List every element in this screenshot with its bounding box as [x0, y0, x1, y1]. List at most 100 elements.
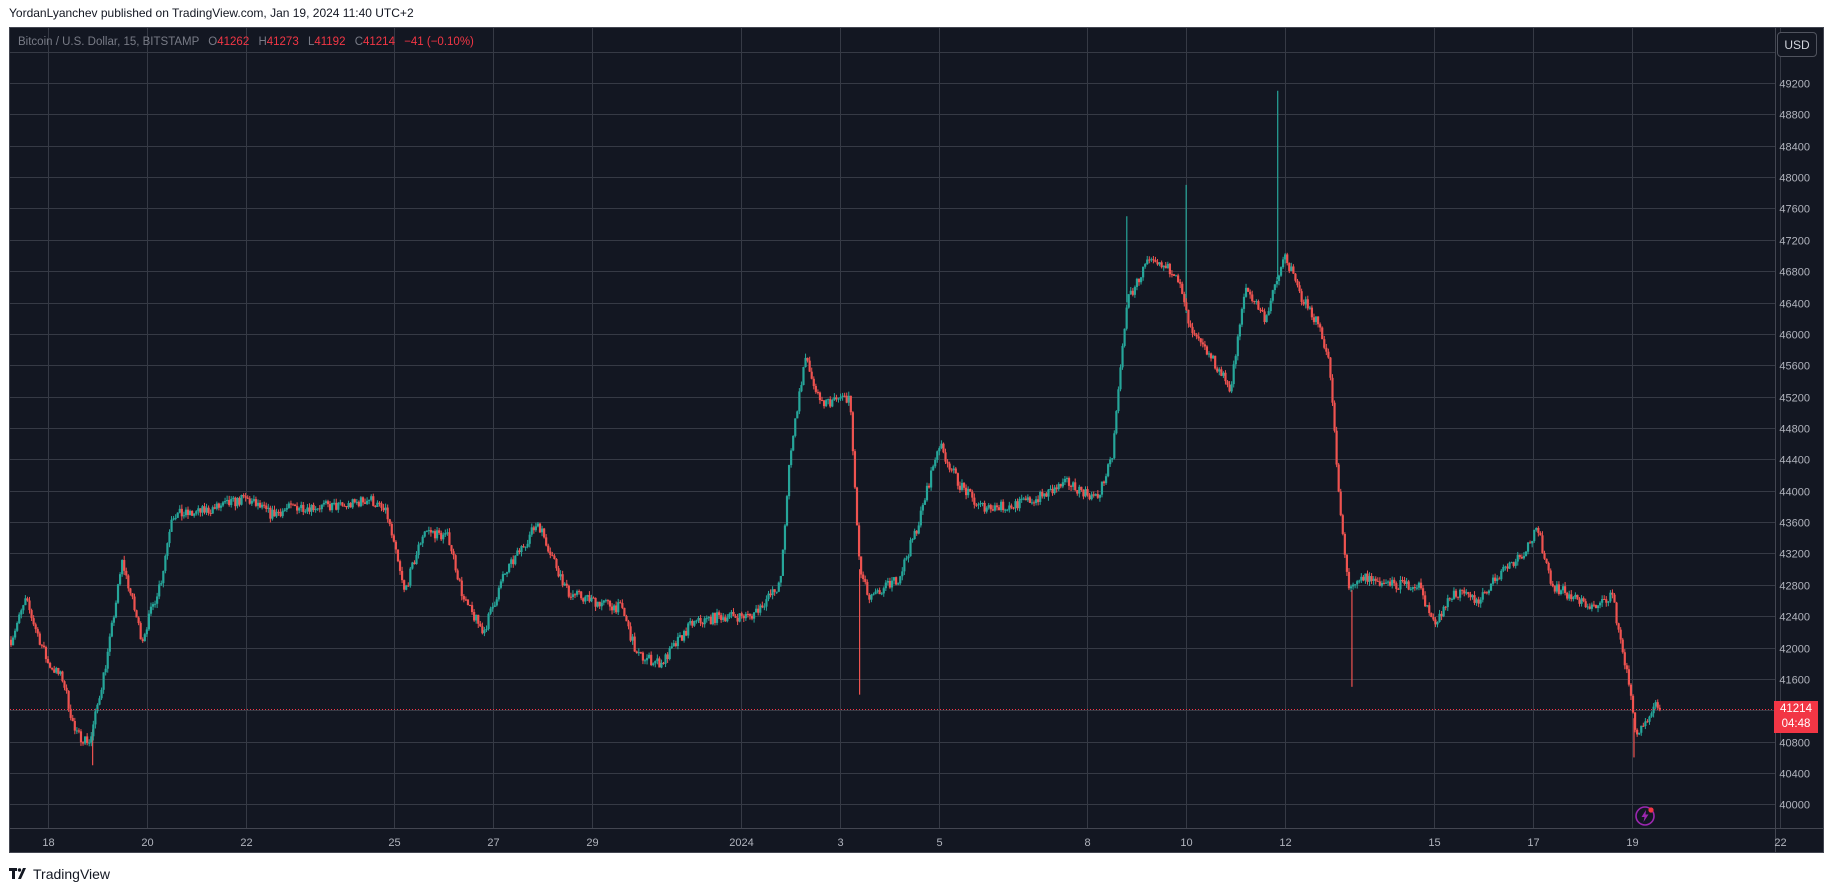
candle-body	[1514, 561, 1517, 566]
candle-body	[1354, 584, 1357, 586]
tradingview-logo[interactable]: TradingView	[9, 865, 110, 883]
candle-body	[454, 555, 457, 571]
candle-body	[30, 610, 33, 619]
candle-body	[197, 508, 200, 512]
candle-body	[1619, 629, 1622, 640]
candle-body	[1384, 582, 1388, 584]
candle-body	[1584, 601, 1587, 608]
candle-body	[1294, 273, 1297, 281]
candle-body	[1115, 411, 1118, 434]
candle-body	[1207, 353, 1211, 355]
y-axis-tick-label: 46800	[1779, 267, 1810, 279]
candle-body	[645, 657, 649, 661]
candle-body	[186, 509, 190, 515]
candle-body	[1333, 402, 1336, 431]
candle-body	[42, 645, 46, 648]
candle-body	[1047, 489, 1050, 497]
candle-body	[1438, 613, 1441, 622]
candle-body	[493, 605, 496, 607]
candle-body	[816, 391, 819, 393]
candle-body	[221, 502, 225, 506]
candle-body	[164, 555, 167, 571]
candle-body	[372, 496, 375, 506]
candle-body	[79, 731, 83, 743]
candle-body	[1022, 498, 1025, 500]
chart-pane[interactable]: 4000040400408004120041600420004240042800…	[9, 27, 1824, 853]
candle-body	[178, 508, 181, 513]
candle-body	[641, 652, 645, 661]
candle-body	[1121, 345, 1124, 368]
candle-body	[1351, 584, 1355, 587]
candle-body	[878, 590, 881, 595]
candle-body	[1137, 278, 1141, 283]
candle-body	[131, 593, 134, 597]
last-price-label: 41214 04:48	[1774, 701, 1818, 733]
candle-body	[697, 617, 700, 621]
candle-body	[442, 534, 445, 540]
candle-body	[1382, 582, 1386, 584]
candle-body	[639, 652, 642, 654]
candle-body	[201, 506, 204, 513]
candle-body	[876, 590, 879, 592]
y-axis-tick-label: 44000	[1779, 487, 1810, 499]
candle-body	[1547, 562, 1550, 571]
candle-body	[977, 504, 980, 506]
bar-countdown: 04:48	[1781, 718, 1811, 730]
candle-body	[769, 593, 772, 596]
currency-button[interactable]: USD	[1777, 32, 1817, 57]
candle-body	[944, 452, 947, 462]
candle-body	[925, 485, 929, 501]
candle-body	[448, 532, 451, 546]
candle-body	[92, 724, 95, 737]
candle-body	[827, 399, 830, 401]
candle-body	[145, 629, 148, 635]
candle-body	[1393, 579, 1396, 584]
candle-body	[1564, 586, 1567, 593]
lightning-icon[interactable]	[1634, 805, 1656, 832]
candle-body	[1203, 344, 1206, 347]
candle-body	[254, 499, 258, 506]
candle-body	[433, 531, 437, 539]
candle-body	[44, 647, 48, 660]
candle-body	[1568, 594, 1571, 599]
legend-symbol: Bitcoin / U.S. Dollar, 15, BITSTAMP	[18, 36, 200, 48]
candle-body	[1426, 605, 1429, 607]
candle-body	[1446, 598, 1449, 608]
x-axis-tick-label: 20	[141, 837, 153, 849]
candle-body	[1337, 464, 1340, 492]
candle-body	[470, 605, 474, 612]
candle-body	[296, 506, 299, 511]
candle-body	[1613, 594, 1616, 603]
y-axis-tick-label: 49200	[1779, 79, 1810, 91]
candle-body	[1477, 599, 1480, 604]
candle-body	[1516, 554, 1519, 562]
candle-body	[835, 397, 838, 400]
candle-body	[503, 573, 507, 575]
candle-body	[1658, 707, 1661, 710]
candle-body	[656, 658, 659, 662]
candle-body	[110, 622, 113, 637]
candle-body	[880, 593, 883, 595]
candle-body	[551, 554, 554, 556]
candle-body	[121, 559, 124, 575]
candle-body	[913, 530, 916, 540]
candle-body	[1343, 533, 1346, 555]
candle-body	[151, 604, 155, 607]
candle-body	[22, 605, 25, 611]
candle-body	[621, 603, 624, 608]
candle-body	[1487, 590, 1491, 594]
price-chart[interactable]: 4000040400408004120041600420004240042800…	[10, 28, 1823, 852]
candle-body	[188, 510, 192, 515]
candle-body	[1399, 579, 1402, 590]
candle-body	[143, 634, 146, 642]
candle-body	[810, 371, 813, 379]
candle-body	[1506, 566, 1509, 569]
candle-body	[1432, 617, 1435, 620]
candle-body	[1349, 586, 1353, 589]
candle-body	[1580, 598, 1583, 604]
candle-body	[1306, 299, 1309, 309]
candle-body	[133, 596, 136, 611]
candle-body	[1069, 485, 1073, 487]
candle-body	[1504, 566, 1507, 568]
candle-body	[592, 597, 595, 599]
